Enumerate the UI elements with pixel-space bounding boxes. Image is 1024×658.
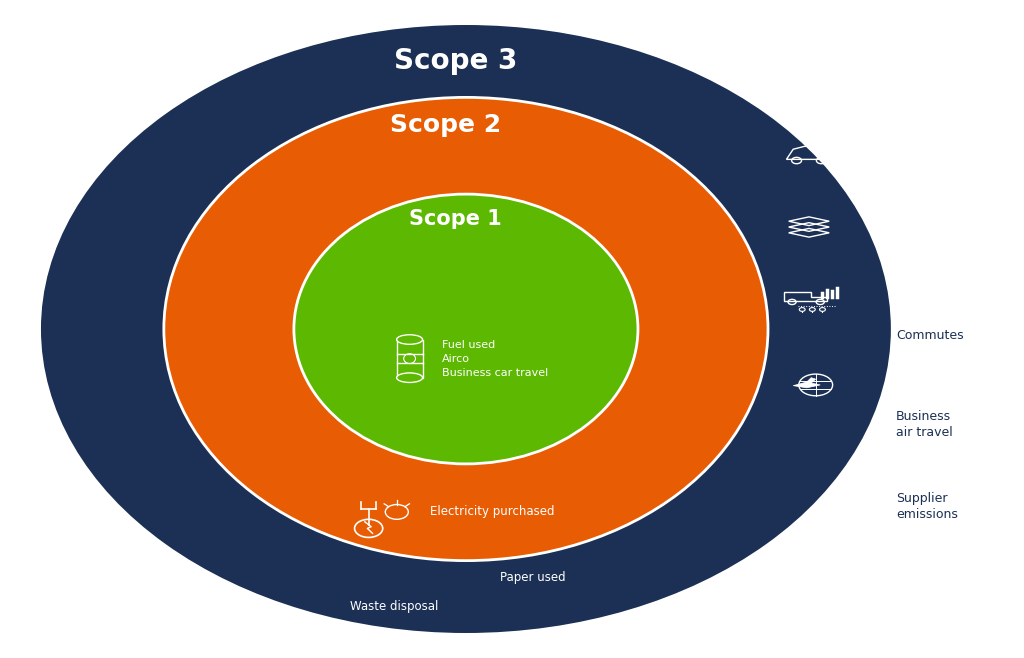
Text: Scope 2: Scope 2 bbox=[390, 113, 501, 137]
Ellipse shape bbox=[41, 25, 891, 633]
Text: Paper used: Paper used bbox=[500, 570, 565, 584]
Text: Waste disposal: Waste disposal bbox=[350, 600, 438, 613]
Text: Supplier
emissions: Supplier emissions bbox=[896, 492, 957, 521]
Polygon shape bbox=[805, 378, 816, 385]
Text: Scope 1: Scope 1 bbox=[410, 209, 502, 229]
Polygon shape bbox=[396, 340, 423, 378]
Text: Commutes: Commutes bbox=[896, 329, 964, 342]
Ellipse shape bbox=[396, 373, 423, 382]
Text: Fuel used
Airco
Business car travel: Fuel used Airco Business car travel bbox=[442, 340, 549, 378]
Polygon shape bbox=[794, 382, 820, 388]
Ellipse shape bbox=[294, 194, 638, 464]
Ellipse shape bbox=[396, 335, 423, 344]
Text: Scope 3: Scope 3 bbox=[394, 47, 517, 75]
Ellipse shape bbox=[164, 97, 768, 561]
Text: Electricity purchased: Electricity purchased bbox=[430, 505, 555, 519]
Text: Business
air travel: Business air travel bbox=[896, 410, 952, 439]
